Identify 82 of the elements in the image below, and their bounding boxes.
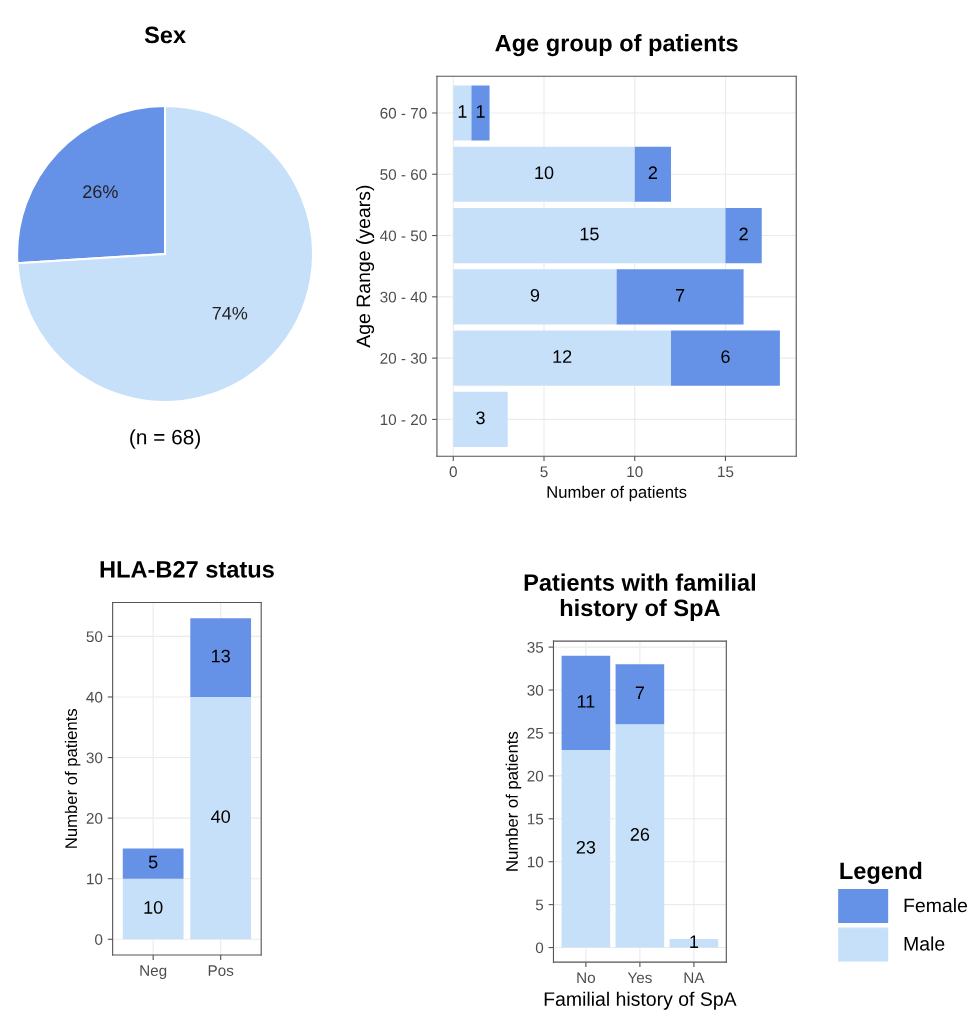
- y-axis-title: Age Range (years): [355, 185, 375, 348]
- x-tick-label: 15: [718, 466, 734, 478]
- chart-title: Age group of patients: [495, 34, 738, 57]
- x-tick-label: 10: [627, 466, 643, 478]
- y-tick-label: 10: [87, 873, 103, 885]
- bar: [453, 85, 472, 141]
- y-tick-label: 50: [86, 631, 103, 643]
- y-tick-label: 0: [95, 934, 103, 945]
- chart-title: HLA-B27 status: [100, 561, 274, 578]
- data-label: 7: [676, 289, 685, 302]
- bar: [671, 330, 780, 386]
- data-label: 10: [144, 901, 163, 914]
- bar: [615, 664, 665, 725]
- legend-title: Legend: [840, 861, 922, 884]
- y-tick-label: 5: [535, 899, 544, 911]
- legend-label: Male: [904, 936, 945, 951]
- data-label: 6: [721, 350, 730, 363]
- y-tick-label: 0: [535, 942, 544, 954]
- data-label: 74%: [212, 306, 248, 320]
- y-tick-label: 20 - 30: [380, 352, 427, 364]
- bar: [453, 330, 672, 386]
- y-tick-label: 20: [527, 770, 544, 782]
- bar: [122, 848, 184, 879]
- data-label: 1: [690, 935, 699, 948]
- bar: [122, 878, 184, 940]
- data-label: 2: [739, 227, 748, 241]
- bar: [190, 618, 252, 697]
- bar: [616, 269, 744, 325]
- data-label: 23: [576, 840, 596, 854]
- y-tick-label: 40: [86, 691, 103, 703]
- data-label: 26%: [83, 185, 118, 199]
- x-tick-label: NA: [684, 972, 705, 983]
- data-label: 15: [580, 227, 599, 241]
- y-tick-label: 30: [527, 684, 544, 696]
- bar: [190, 696, 252, 940]
- data-label: 13: [212, 649, 230, 663]
- y-tick-label: 30: [86, 752, 103, 764]
- x-tick-label: Pos: [208, 965, 234, 976]
- y-tick-label: 40 - 50: [380, 230, 427, 242]
- bar: [615, 724, 665, 948]
- data-label: 2: [648, 166, 657, 179]
- data-label: 12: [553, 350, 572, 363]
- bar: [453, 391, 508, 447]
- y-tick-label: 30 - 40: [380, 291, 427, 303]
- y-tick-label: 10 - 20: [380, 414, 427, 426]
- y-tick-label: 50 - 60: [380, 169, 427, 180]
- x-tick-label: Neg: [140, 965, 167, 979]
- x-tick-label: No: [577, 972, 595, 984]
- data-label: 9: [530, 288, 540, 302]
- data-label: 3: [476, 411, 485, 425]
- y-tick-label: 10: [527, 856, 544, 868]
- y-tick-label: 25: [527, 727, 544, 739]
- data-label: 1: [458, 105, 467, 118]
- bar: [453, 269, 617, 325]
- x-axis-title: Familial history of SpA: [544, 991, 737, 1010]
- y-tick-label: 35: [527, 641, 544, 653]
- data-label: 7: [635, 686, 644, 699]
- data-label: 40: [211, 810, 231, 823]
- bar: [634, 146, 672, 202]
- y-tick-label: 20: [86, 813, 103, 824]
- bar: [471, 85, 490, 141]
- bar: [561, 750, 611, 948]
- bar: [453, 146, 635, 202]
- data-label: 26: [630, 828, 650, 841]
- x-tick-label: Yes: [627, 972, 652, 984]
- y-axis-title: Number of patients: [505, 731, 522, 871]
- bar: [725, 207, 762, 264]
- chart-title: Patients with familial history of SpA: [524, 573, 755, 621]
- chart-title: Sex: [144, 26, 186, 44]
- data-label: 5: [148, 855, 158, 869]
- bar: [561, 655, 611, 751]
- data-label: 11: [577, 695, 595, 708]
- pie-slice: [16, 105, 315, 403]
- text: (n = 68): [130, 429, 200, 449]
- data-label: 1: [476, 105, 485, 118]
- x-axis-title: Number of patients: [547, 485, 687, 502]
- y-tick-label: 60 - 70: [380, 107, 427, 119]
- legend-label: Female: [904, 898, 968, 913]
- y-axis-title: Number of patients: [64, 708, 81, 848]
- bar: [453, 207, 726, 264]
- x-tick-label: 0: [449, 466, 457, 478]
- y-tick-label: 15: [527, 813, 544, 825]
